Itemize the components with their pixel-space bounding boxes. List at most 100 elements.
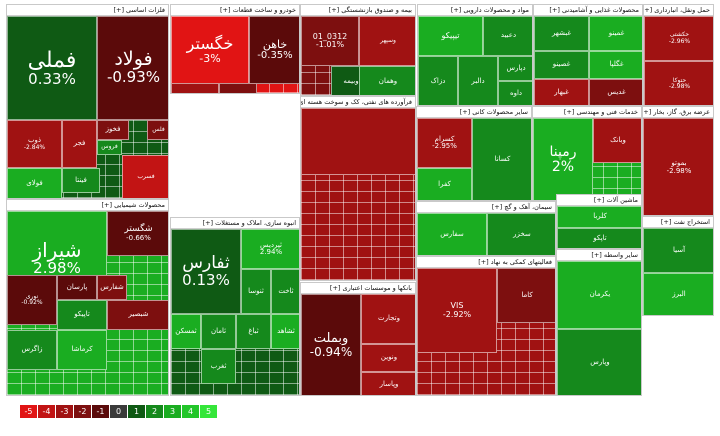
stock-tile[interactable]: کلربا (557, 206, 641, 228)
sector-title[interactable]: فعالیتهای کمکی به نهاد [+] (417, 257, 555, 268)
stock-tile[interactable]: یکرمان (557, 261, 641, 329)
stock-tile[interactable]: ثمسکن (171, 314, 201, 349)
stock-tile[interactable]: دپارس (498, 56, 532, 81)
stock-tile[interactable]: بموتو -2.98% (643, 118, 713, 215)
stock-tile[interactable]: غبشهر (534, 16, 589, 51)
sector-title[interactable]: خودرو و ساخت قطعات [+] (171, 5, 299, 16)
sector-title[interactable]: بیمه و صندوق بازنشستگی [+] (301, 5, 415, 16)
stock-tile[interactable]: سفارس (417, 213, 487, 255)
stock-tile[interactable]: ثغرب (201, 349, 236, 384)
stock-tile[interactable]: فجر (62, 120, 97, 168)
stock-symbol: VIS (450, 301, 464, 311)
sector-title[interactable]: محصولات غذایی و آشامیدنی [+] (534, 5, 642, 16)
stock-tile[interactable]: خاهن -0.35% (249, 16, 299, 84)
stock-tile[interactable]: شبصیر (107, 300, 168, 330)
stock-tile[interactable]: کاما (497, 268, 555, 323)
stock-tile[interactable]: ثامان (201, 314, 236, 349)
stock-tile[interactable]: ثنوسا (241, 269, 271, 314)
stock-tile[interactable]: حتوکا -2.98% (644, 61, 713, 105)
stock-tile[interactable]: پارسان (57, 275, 97, 300)
stock-tile[interactable]: دالبر (458, 56, 498, 105)
sector-title[interactable]: سایر واسطه [+] (557, 250, 641, 261)
stock-symbol: ثامان (210, 326, 227, 335)
stock-tile[interactable]: حکشتی -2.96% (644, 16, 713, 61)
stock-tile[interactable]: البرز (643, 273, 713, 315)
stock-symbol: وبانک (610, 135, 626, 144)
stock-tile[interactable]: ذوب -2.84% (7, 120, 62, 168)
stock-tile[interactable]: VIS -2.92% (417, 268, 497, 353)
sector-title[interactable]: محصولات شیمیایی [+] (7, 200, 168, 211)
sector-title[interactable]: بانکها و موسسات اعتباری [+] (301, 283, 415, 294)
stock-change: -0.94% (309, 345, 353, 360)
stock-tile[interactable]: ثپردیس 2.94% (241, 229, 299, 269)
stock-tile[interactable]: شفارس (97, 275, 127, 300)
stock-tile[interactable]: ثفارس 0.13% (171, 229, 241, 314)
stock-symbol: غبهار (554, 88, 569, 97)
sector-title[interactable]: سیمان، آهک و گچ [+] (417, 202, 555, 213)
stock-tile[interactable]: غدیس (589, 79, 642, 105)
sector-title[interactable]: فلزات اساسی [+] (7, 5, 168, 16)
stock-tile[interactable]: فملی 0.33% (7, 16, 97, 120)
stock-tile[interactable]: رمپنا 2% (533, 118, 593, 200)
stock-tile[interactable]: دزاک (418, 56, 458, 105)
stock-tile[interactable]: ثباغ (236, 314, 271, 349)
sector-block: 01_0312-1.01%وسپهروبیمهوهمانولانیبیمه و … (300, 4, 416, 96)
stock-tile[interactable]: غصینو (534, 51, 589, 79)
stock-tile[interactable]: وپاسار (361, 372, 415, 395)
sector-title[interactable]: مواد و محصولات دارویی [+] (418, 5, 532, 16)
sector-title[interactable]: فرآورده های نفتی، کک و سوخت هسته ای [+] (301, 97, 415, 108)
stock-symbol: ثاخت (278, 286, 294, 295)
stock-tile[interactable]: کرماشا (57, 330, 107, 370)
stock-tile[interactable]: داوه (498, 81, 532, 105)
stock-tile[interactable]: فینتا (62, 168, 100, 193)
stock-symbol: ثباغ (248, 326, 259, 335)
stock-tile[interactable]: زاگرس (7, 330, 57, 370)
sector-block: بموتو -2.98% عرضه برق، گاز، بخار [+] (642, 106, 714, 216)
stock-change: -0.66% (126, 233, 151, 242)
sector-title[interactable]: سایر محصولات کانی [+] (417, 107, 531, 118)
stock-tile[interactable]: وسپهر (359, 16, 415, 66)
stock-tile[interactable]: تیپیکو (418, 16, 483, 56)
stock-tile[interactable]: آسیا (643, 228, 713, 273)
stock-tile[interactable]: ثاخت (271, 269, 299, 314)
stock-tile[interactable]: وبملت -0.94% (301, 294, 361, 395)
stock-tile[interactable]: وبانک (593, 118, 641, 163)
stock-tile[interactable]: ونوین (361, 344, 415, 372)
stock-tile[interactable]: کفرا (417, 168, 472, 200)
sector-title[interactable]: خدمات فنی و مهندسی [+] (533, 107, 641, 118)
stock-tile[interactable]: خاور-2.94% (171, 83, 219, 93)
stock-tile[interactable]: وتجارت (361, 294, 415, 344)
stock-tile[interactable]: تاپیکو (57, 300, 107, 330)
sector-title[interactable]: ماشین آلات [+] (557, 195, 641, 206)
sector-block: شیراز 2.98% شگستر -0.66% نوری -0.92% پارسان شفا… (6, 199, 169, 396)
stock-tile[interactable]: خزامیا (219, 83, 257, 93)
stock-tile[interactable]: فولای (7, 168, 62, 198)
sector-title[interactable]: عرضه برق، گاز، بخار [+] (643, 107, 713, 118)
stock-tile[interactable]: 01_0312 -1.01% (301, 16, 359, 66)
stock-symbol: کرماشا (71, 345, 93, 354)
stock-tile[interactable]: کسانا (472, 118, 531, 200)
stock-tile[interactable]: خگستر -3% (171, 16, 249, 84)
stock-tile[interactable]: سخزر (487, 213, 555, 255)
stock-tile[interactable]: وپارس (557, 329, 641, 395)
stock-tile[interactable]: فروس (97, 140, 122, 155)
sector-block: کلربا تاپکو ماشین آلات [+] (556, 194, 642, 249)
stock-tile[interactable]: دعبید (483, 16, 532, 56)
sector-title[interactable]: انبوه سازی، املاک و مستغلات [+] (171, 218, 299, 229)
stock-tile[interactable]: نوری -0.92% (7, 275, 57, 325)
stock-tile[interactable]: غمینو (589, 16, 642, 51)
stock-tile[interactable]: وهمان (359, 66, 415, 95)
stock-tile[interactable]: فسرب (122, 155, 168, 198)
stock-tile[interactable]: تاپکو (557, 228, 641, 248)
sector-title[interactable]: حمل ونقل، انبارداری [+] (644, 5, 713, 16)
stock-tile[interactable]: کسرام -2.95% (417, 118, 472, 168)
stock-tile[interactable]: ثشاهد (271, 314, 299, 349)
stock-tile[interactable] (301, 108, 415, 175)
stock-tile[interactable]: فولاد -0.93% (97, 16, 168, 120)
stock-tile[interactable]: فخوز (97, 120, 129, 140)
stock-tile[interactable]: غبهار (534, 79, 589, 105)
stock-tile[interactable]: فلس (147, 120, 168, 140)
stock-tile[interactable]: غگلپا (589, 51, 642, 79)
sector-title[interactable]: استخراج نفت [+] (643, 217, 713, 228)
stock-tile[interactable]: شگستر -0.66% (107, 211, 168, 256)
